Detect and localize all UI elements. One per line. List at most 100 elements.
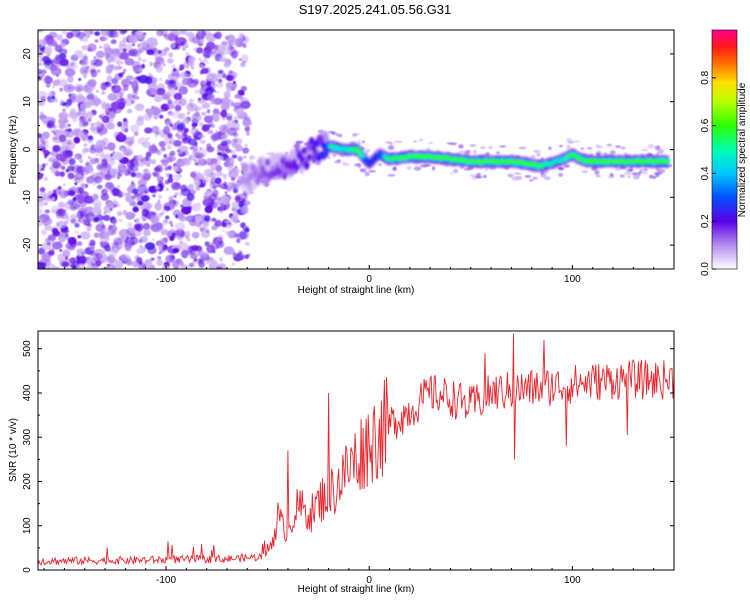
noise-blob [202, 135, 206, 138]
noise-blob [219, 257, 223, 262]
noise-blob [45, 263, 56, 269]
noise-blob [59, 232, 66, 238]
noise-blob [88, 156, 91, 160]
noise-blob [144, 259, 153, 265]
noise-blob [61, 165, 66, 170]
noise-blob [127, 140, 134, 146]
noise-blob [38, 75, 43, 81]
noise-blob [99, 235, 109, 243]
noise-blob [238, 58, 243, 61]
noise-blob [116, 185, 121, 189]
noise-blob [124, 99, 128, 103]
haze-blob [458, 144, 464, 149]
noise-blob [235, 117, 239, 121]
noise-blob [102, 115, 110, 124]
noise-blob [172, 174, 181, 182]
noise-blob [164, 180, 170, 185]
noise-blob [59, 58, 69, 67]
noise-blob [220, 46, 225, 51]
noise-blob [133, 203, 138, 208]
noise-blob [175, 37, 187, 46]
noise-blob [68, 86, 72, 90]
noise-blob [203, 58, 208, 62]
noise-blob [211, 225, 219, 231]
noise-blob [45, 82, 51, 88]
noise-blob [68, 258, 75, 264]
noise-blob [160, 158, 167, 164]
noise-blob [74, 182, 78, 186]
noise-blob [151, 238, 155, 242]
noise-blob [186, 192, 195, 202]
colorbar-label: Normalized spectral amplitude [737, 82, 748, 217]
noise-blob [112, 48, 118, 53]
noise-blob [220, 97, 231, 106]
haze-blob [574, 140, 581, 143]
noise-blob [191, 36, 201, 44]
noise-blob [52, 85, 55, 89]
noise-blob [128, 94, 139, 102]
noise-blob [210, 158, 218, 164]
noise-blob [127, 108, 133, 114]
noise-blob [52, 230, 61, 237]
noise-blob [184, 235, 190, 240]
haze-blob [425, 147, 432, 152]
noise-blob [60, 145, 66, 152]
noise-blob [78, 262, 85, 269]
noise-blob [182, 136, 189, 142]
noise-blob [38, 247, 46, 255]
noise-blob [197, 97, 202, 101]
haze-blob [335, 132, 339, 137]
noise-blob [202, 49, 212, 58]
noise-blob [212, 108, 220, 115]
noise-blob [201, 30, 206, 35]
ridge [240, 130, 671, 196]
noise-blob [243, 200, 251, 206]
noise-blob [41, 252, 52, 261]
noise-blob [148, 144, 158, 154]
noise-blob [227, 182, 234, 189]
noise-blob [67, 237, 72, 241]
noise-blob [89, 158, 98, 165]
noise-blob [103, 214, 111, 222]
noise-blob [235, 144, 243, 152]
noise-blob [93, 144, 98, 150]
noise-blob [55, 222, 60, 227]
snr-ytick-label: 300 [22, 428, 33, 445]
noise-blob [100, 100, 106, 106]
noise-blob [62, 102, 68, 107]
haze-blob [615, 145, 621, 148]
noise-blob [90, 69, 98, 78]
noise-blob [111, 218, 118, 225]
noise-blob [87, 139, 94, 144]
noise-blob [131, 180, 134, 184]
noise-blob [79, 231, 91, 240]
haze-blob [393, 140, 400, 144]
noise-blob [234, 195, 241, 203]
snr-ytick-label: 100 [22, 517, 33, 534]
noise-blob [230, 86, 236, 92]
ridge-sample [306, 153, 312, 162]
noise-blob [194, 89, 201, 94]
noise-blob [188, 246, 197, 255]
noise-blob [43, 176, 48, 182]
noise-blob [233, 138, 238, 143]
noise-blob [147, 82, 158, 91]
haze-blob [511, 176, 519, 181]
noise-blob [206, 143, 212, 150]
noise-blob [89, 215, 94, 221]
noise-blob [219, 210, 223, 214]
noise-blob [215, 266, 221, 269]
noise-blob [50, 99, 54, 103]
noise-blob [66, 146, 70, 150]
haze-blob [398, 140, 403, 143]
ridge-sample [299, 155, 305, 163]
noise-blob [152, 194, 156, 198]
noise-blob [149, 264, 155, 269]
noise-blob [111, 84, 122, 94]
noise-blob [167, 87, 176, 96]
noise-blob [202, 213, 206, 218]
ridge-sample [323, 149, 329, 157]
haze-blob [469, 173, 477, 178]
noise-blob [125, 198, 131, 203]
noise-blob [104, 82, 110, 86]
